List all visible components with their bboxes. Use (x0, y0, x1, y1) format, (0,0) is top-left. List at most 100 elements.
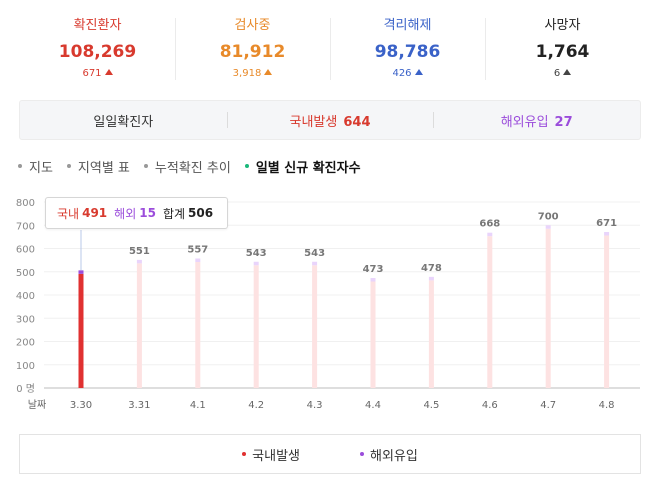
x-tick-label: 4.1 (190, 400, 206, 411)
summary-daily[interactable]: 일일확진자 (20, 111, 227, 130)
triangle-up-icon (264, 69, 273, 75)
bar-domestic (195, 261, 201, 388)
chart-tooltip: 국내 491 해외 15 합계 506 (45, 197, 228, 229)
legend-dot-icon (242, 452, 247, 456)
stat-value: 108,269 (58, 42, 137, 62)
bar-value-label: 668 (479, 219, 500, 230)
bar-domestic (312, 265, 318, 388)
bullet-icon (143, 164, 148, 168)
summary-domestic-value: 644 (343, 114, 371, 130)
bar-overseas (428, 276, 434, 281)
view-tabs: 지도 지역별 표 누적확진 추이 일별 신규 확진자수 (18, 157, 375, 176)
bar-domestic (545, 228, 551, 388)
bar-domestic (370, 281, 376, 388)
stat-delta: 3,918 (175, 66, 330, 82)
bullet-icon (66, 164, 71, 168)
y-tick-label: 200 (16, 338, 35, 349)
legend-label: 국내발생 (252, 448, 300, 464)
y-tick-label: 300 (16, 314, 35, 325)
tooltip-total-value: 506 (188, 206, 214, 220)
summary-overseas[interactable]: 해외유입 27 (433, 111, 640, 130)
bar-value-label: 551 (129, 246, 150, 257)
x-tick-label: 4.8 (599, 400, 615, 411)
triangle-up-icon (414, 69, 423, 75)
bar-overseas (312, 261, 318, 266)
bar-domestic (253, 265, 259, 388)
stat-released: 격리해제 98,786 426 (330, 14, 485, 86)
stat-delta: 6 (485, 66, 640, 82)
bar-value-label: 557 (187, 244, 208, 255)
bar-overseas (604, 231, 610, 236)
bar-value-label: 543 (304, 248, 325, 259)
triangle-up-icon (563, 69, 572, 75)
stat-delta-value: 671 (82, 68, 102, 79)
y-tick-label: 100 (16, 361, 35, 372)
tooltip-overseas-value: 15 (139, 206, 156, 220)
bar-value-label: 543 (246, 248, 267, 259)
bar-overseas (487, 232, 493, 237)
y-tick-label: 700 (16, 221, 35, 232)
stat-label: 확진환자 (73, 18, 122, 33)
tab-daily-new-cases[interactable]: 일별 신규 확진자수 (244, 157, 361, 176)
bar-domestic (78, 273, 84, 388)
daily-summary-bar: 일일확진자 국내발생 644 해외유입 27 (19, 100, 641, 140)
bar-domestic (428, 280, 434, 388)
x-tick-label: 4.4 (365, 400, 381, 411)
stat-delta-value: 6 (553, 68, 561, 79)
legend-label: 해외유입 (370, 448, 418, 464)
bar-overseas (370, 278, 376, 282)
stat-value: 81,912 (219, 42, 286, 62)
tooltip-overseas-label: 해외 (114, 206, 137, 221)
bar-domestic (136, 263, 142, 388)
stat-delta: 426 (330, 66, 485, 82)
bar-value-label: 478 (421, 263, 442, 274)
tab-map[interactable]: 지도 (18, 157, 53, 176)
y-tick-label: 800 (16, 198, 35, 209)
x-tick-label: 4.6 (482, 400, 498, 411)
stat-delta: 671 (20, 66, 175, 82)
stat-value: 98,786 (374, 42, 441, 62)
stats-panel: 확진환자 108,269 671 검사중 81,912 3,918 격리해제 9… (20, 14, 640, 86)
tab-region-table[interactable]: 지역별 표 (66, 157, 130, 176)
bar-overseas (136, 259, 142, 264)
legend-overseas[interactable]: 해외유입 (360, 445, 418, 464)
tab-label: 일별 신규 확진자수 (255, 160, 361, 176)
bar-value-label: 700 (538, 211, 559, 222)
chart-legend: 국내발생 해외유입 (19, 434, 641, 474)
x-tick-label: 3.30 (70, 400, 92, 411)
bar-domestic (604, 235, 610, 388)
tooltip-domestic-value: 491 (82, 206, 108, 220)
tab-label: 지도 (29, 160, 53, 176)
tooltip-total-label: 합계 (162, 206, 186, 221)
summary-daily-label: 일일확진자 (93, 114, 154, 130)
bullet-icon (244, 164, 249, 168)
bar-domestic (487, 236, 493, 388)
x-tick-label: 3.31 (128, 400, 150, 411)
x-tick-label: 4.2 (248, 400, 264, 411)
summary-domestic-label: 국내발생 (289, 114, 338, 130)
stat-label: 사망자 (544, 18, 581, 33)
summary-domestic[interactable]: 국내발생 644 (226, 111, 434, 130)
x-axis-label: 날짜 (28, 399, 46, 411)
stat-value: 1,764 (535, 42, 590, 62)
y-tick-label: 400 (16, 291, 35, 302)
tab-cumulative-trend[interactable]: 누적확진 추이 (143, 157, 231, 176)
bar-overseas (78, 270, 84, 274)
x-tick-label: 4.7 (540, 400, 556, 411)
x-tick-label: 4.3 (307, 400, 323, 411)
y-tick-label: 0 명 (16, 383, 35, 395)
tooltip-domestic-label: 국내 (57, 206, 80, 221)
tab-label: 지역별 표 (77, 160, 130, 176)
summary-overseas-value: 27 (554, 114, 573, 130)
bar-overseas (195, 258, 201, 262)
stat-label: 검사중 (234, 18, 271, 33)
bar-value-label: 473 (363, 264, 384, 275)
y-tick-label: 600 (16, 245, 35, 256)
stat-confirmed: 확진환자 108,269 671 (20, 14, 175, 86)
bar-value-label: 671 (596, 218, 617, 229)
stat-testing: 검사중 81,912 3,918 (175, 14, 330, 86)
bullet-icon (18, 164, 22, 168)
daily-cases-chart: 0 명 100 200 300 400 500 600 700 800 날짜 3.30 551 3.31… (16, 198, 640, 411)
bar-overseas (253, 261, 259, 266)
legend-domestic[interactable]: 국내발생 (242, 445, 300, 464)
